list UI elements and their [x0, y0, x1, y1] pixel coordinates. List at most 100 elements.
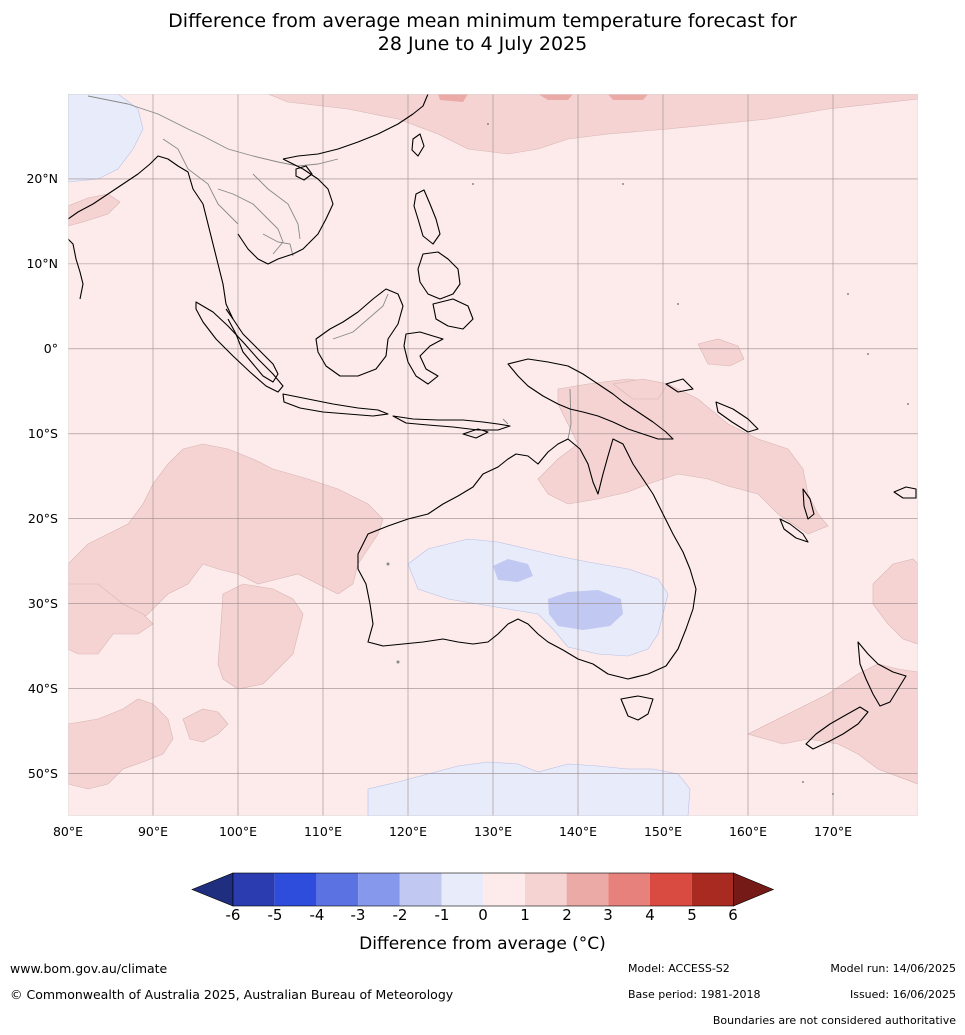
colorbar-tick: -1 [434, 906, 450, 924]
footer-model-run: Model run: 14/06/2025 [830, 962, 956, 975]
anomaly-mid-ocean [217, 583, 304, 690]
island-dot [832, 793, 834, 795]
colorbar-tick: 6 [728, 906, 738, 924]
coast-new-guinea [507, 358, 674, 440]
cool-southern-ocean [367, 761, 691, 816]
coast-india-north [68, 163, 151, 220]
footer-disclaimer: Boundaries are not considered authoritat… [712, 1014, 956, 1027]
colorbar-segment [399, 873, 442, 906]
colorbar-tick: -2 [392, 906, 408, 924]
colorbar-frame [232, 872, 734, 907]
coast-nusa-tenggara [392, 415, 511, 431]
colorbar-label: Difference from average (°C) [359, 934, 606, 954]
lat-label: 10°N [26, 256, 58, 271]
anomaly-coral-sea [537, 378, 829, 535]
coast-china-south [282, 94, 429, 160]
coast-india-east [68, 238, 84, 300]
island-dot [487, 123, 489, 125]
colorbar-segment [233, 873, 275, 906]
anomaly-north-spot-2 [608, 94, 648, 100]
colorbar-segment [358, 873, 400, 906]
anomaly-2-3-regions [438, 94, 648, 102]
colorbar-extend-low [191, 872, 234, 907]
map-title: Difference from average mean minimum tem… [0, 10, 965, 56]
colorbar-segment [483, 873, 525, 906]
colorbar-tick: -3 [350, 906, 366, 924]
footer-url[interactable]: www.bom.gov.au/climate [10, 961, 168, 976]
lon-label: 90°E [137, 824, 169, 839]
lon-label: 170°E [813, 824, 852, 839]
colorbar-segment [650, 873, 692, 906]
anomaly-north-spot-3 [438, 94, 468, 102]
border-cambodia [262, 233, 294, 257]
coast-sulawesi [403, 331, 444, 385]
title-line-1: Difference from average mean minimum tem… [168, 10, 797, 32]
coast-vanuatu [802, 488, 815, 520]
colorbar-tick: -6 [225, 906, 241, 924]
border-myanmar [162, 138, 239, 225]
coast-sumatra [195, 301, 284, 393]
coast-vietnam [282, 158, 334, 245]
island-dot [847, 293, 849, 295]
colorbar-segment [608, 873, 650, 906]
colorbar [190, 872, 775, 912]
anomaly-north-spot-1 [538, 94, 573, 100]
forecast-map [68, 94, 918, 816]
colorbar-tick: 0 [478, 906, 488, 924]
border-timor [502, 418, 509, 425]
colorbar-tick: 1 [520, 906, 530, 924]
coast-tasmania [620, 695, 654, 721]
lat-label: 40°S [27, 681, 58, 696]
footer-base-period: Base period: 1981-2018 [628, 988, 761, 1001]
coast-hainan [295, 165, 313, 181]
lon-label: 100°E [218, 824, 257, 839]
colorbar-tick: 2 [562, 906, 572, 924]
colorbar-segment [566, 873, 609, 906]
coast-nz-south-island [805, 706, 869, 750]
coast-nz-north-island [857, 641, 907, 707]
coast-thailand-gulf [237, 233, 309, 265]
anomaly-bay-of-bengal [68, 193, 121, 227]
lat-label: 0° [43, 341, 58, 356]
island-dot [867, 353, 869, 355]
coast-solomon [715, 401, 759, 433]
coast-timor [462, 428, 489, 439]
island-dot [396, 660, 400, 664]
coast-australia [357, 438, 697, 680]
lon-label: 80°E [52, 824, 84, 839]
map-frame [68, 94, 918, 816]
coast-new-britain [665, 378, 694, 393]
colorbar-tick: 3 [603, 906, 613, 924]
island-dot [386, 562, 390, 566]
anomaly-1-2-regions [68, 94, 918, 790]
cool-core-west [493, 559, 533, 582]
lon-label: 110°E [303, 824, 342, 839]
map-canvas [68, 94, 918, 816]
anomaly-south-west [68, 698, 174, 790]
colorbar-segment [691, 873, 734, 906]
island-dot [802, 781, 804, 783]
anomaly-north-pacific [267, 94, 918, 155]
lon-label: 140°E [558, 824, 597, 839]
colorbar-graphic [191, 872, 775, 907]
cool-north-india [68, 94, 144, 183]
lon-label: 150°E [643, 824, 682, 839]
anomaly-east-islands [697, 338, 745, 367]
cool-core-east [548, 590, 623, 630]
lon-label: 130°E [473, 824, 512, 839]
coast-fiji [893, 486, 917, 499]
colorbar-extend-high [733, 872, 775, 907]
island-dot [622, 183, 624, 185]
footer-issued: Issued: 16/06/2025 [849, 988, 956, 1001]
coast-borneo [315, 288, 404, 377]
footer-copyright: © Commonwealth of Australia 2025, Austra… [10, 987, 454, 1002]
colorbar-tick: 5 [687, 906, 697, 924]
anomaly-south-central [182, 708, 229, 743]
border-china-south [87, 95, 339, 167]
colorbar-segment [524, 873, 567, 906]
colorbar-segment [274, 873, 317, 906]
colorbar-tick: -4 [309, 906, 325, 924]
colorbar-tick: -5 [267, 906, 283, 924]
colorbar-segment [441, 873, 484, 906]
border-thailand-laos [217, 188, 284, 255]
